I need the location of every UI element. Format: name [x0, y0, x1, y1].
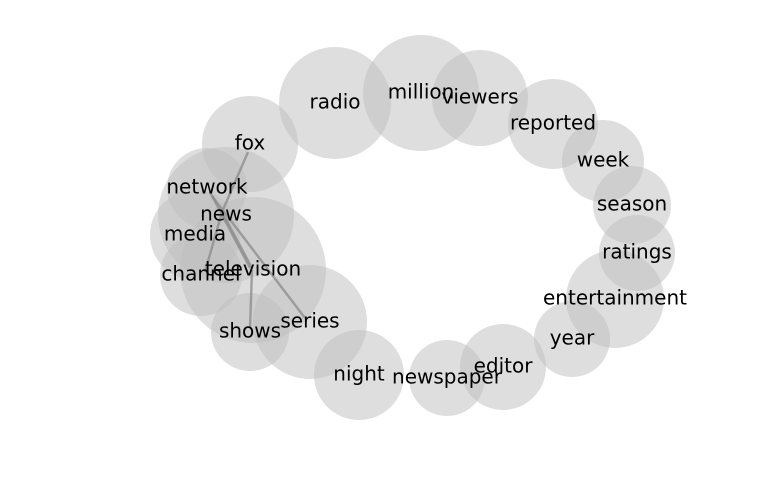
node-label-viewers: viewers — [441, 85, 518, 109]
node-label-newspaper: newspaper — [392, 365, 503, 389]
node-label-ratings: ratings — [602, 240, 672, 264]
node-label-week: week — [577, 148, 630, 172]
node-label-shows: shows — [219, 319, 281, 343]
node-label-channel: channel — [161, 262, 240, 286]
node-label-entertainment: entertainment — [543, 286, 687, 310]
node-label-network: network — [166, 175, 248, 199]
node-label-season: season — [597, 192, 667, 216]
node-label-news: news — [200, 202, 252, 226]
node-label-radio: radio — [310, 90, 361, 114]
node-label-series: series — [280, 309, 339, 333]
node-label-fox: fox — [235, 131, 266, 155]
node-label-reported: reported — [510, 111, 596, 135]
node-label-night: night — [333, 362, 385, 386]
node-label-year: year — [550, 326, 595, 350]
